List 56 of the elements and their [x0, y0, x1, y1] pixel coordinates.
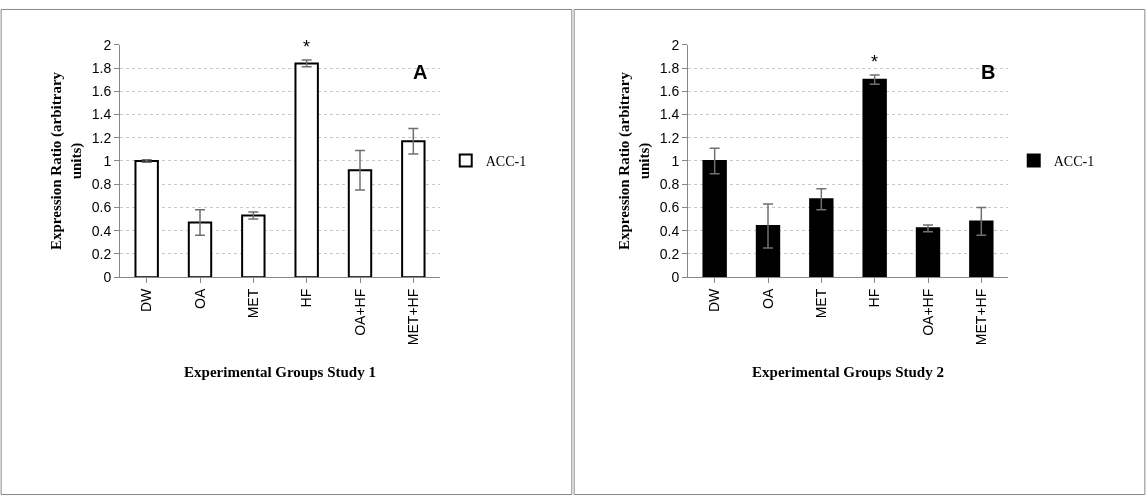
- y-tick-label: 0.4: [659, 222, 680, 239]
- bar: [294, 62, 319, 278]
- y-tick-label: 0.4: [91, 222, 112, 239]
- y-tick-label: 2: [103, 36, 112, 53]
- y-tick-label: 1.2: [659, 129, 680, 146]
- y-tick-label: 2: [671, 36, 680, 53]
- y-tick-label: 0.2: [659, 245, 680, 262]
- annotation: *: [871, 52, 879, 72]
- x-tick-label: DW: [706, 287, 723, 313]
- y-tick-label: 1.2: [91, 129, 112, 146]
- x-tick-label: MET: [244, 288, 261, 319]
- y-tick-label: 0.8: [91, 176, 112, 193]
- y-tick-label: 0.6: [91, 199, 112, 216]
- x-tick-label: MET: [812, 288, 829, 319]
- y-tick-label: 1.4: [659, 106, 680, 123]
- x-tick-label: OA+HF: [351, 288, 368, 336]
- y-tick-label: 1: [103, 152, 112, 169]
- y-tick-label: 1.8: [91, 59, 112, 76]
- annotation: A: [413, 61, 428, 83]
- y-tick-label: 0: [103, 269, 112, 286]
- x-tick-label: OA+HF: [919, 288, 936, 336]
- x-tick-label: MET+HF: [972, 288, 989, 346]
- y-tick-label: 1: [671, 152, 680, 169]
- y-axis-title: Expression Ratio (arbitrary units): [616, 71, 653, 251]
- y-tick-label: 0.6: [659, 199, 680, 216]
- bar: [915, 227, 941, 278]
- bar: [187, 221, 213, 278]
- annotation: B: [981, 61, 996, 83]
- x-tick-label: MET+HF: [404, 288, 421, 346]
- y-tick-label: 0.2: [91, 245, 112, 262]
- bar: [241, 214, 266, 278]
- bar: [969, 220, 994, 278]
- x-tick-label: OA: [759, 288, 776, 310]
- legend-label: ACC-1: [485, 154, 527, 170]
- legend-label: ACC-1: [1053, 154, 1095, 170]
- y-axis-title: Expression Ratio (arbitrary units): [48, 71, 85, 251]
- x-axis-title: Experimental Groups Study 2: [752, 364, 944, 381]
- bar: [702, 159, 727, 278]
- y-tick-label: 0: [671, 269, 680, 286]
- bar: [134, 159, 159, 278]
- bar: [809, 198, 834, 278]
- annotation: *: [303, 37, 311, 57]
- x-tick-label: DW: [138, 287, 155, 313]
- x-tick-label: HF: [866, 288, 883, 308]
- bar: [347, 169, 373, 278]
- x-tick-label: HF: [298, 288, 315, 308]
- y-tick-label: 1.6: [91, 83, 112, 100]
- bar: [401, 140, 426, 278]
- x-axis-title: Experimental Groups Study 1: [184, 364, 376, 381]
- y-tick-label: 0.8: [659, 176, 680, 193]
- bar: [862, 78, 887, 278]
- x-tick-label: OA: [191, 288, 208, 310]
- bar: [755, 225, 781, 278]
- y-tick-label: 1.4: [91, 106, 112, 123]
- y-tick-label: 1.8: [659, 59, 680, 76]
- y-tick-label: 1.6: [659, 83, 680, 100]
